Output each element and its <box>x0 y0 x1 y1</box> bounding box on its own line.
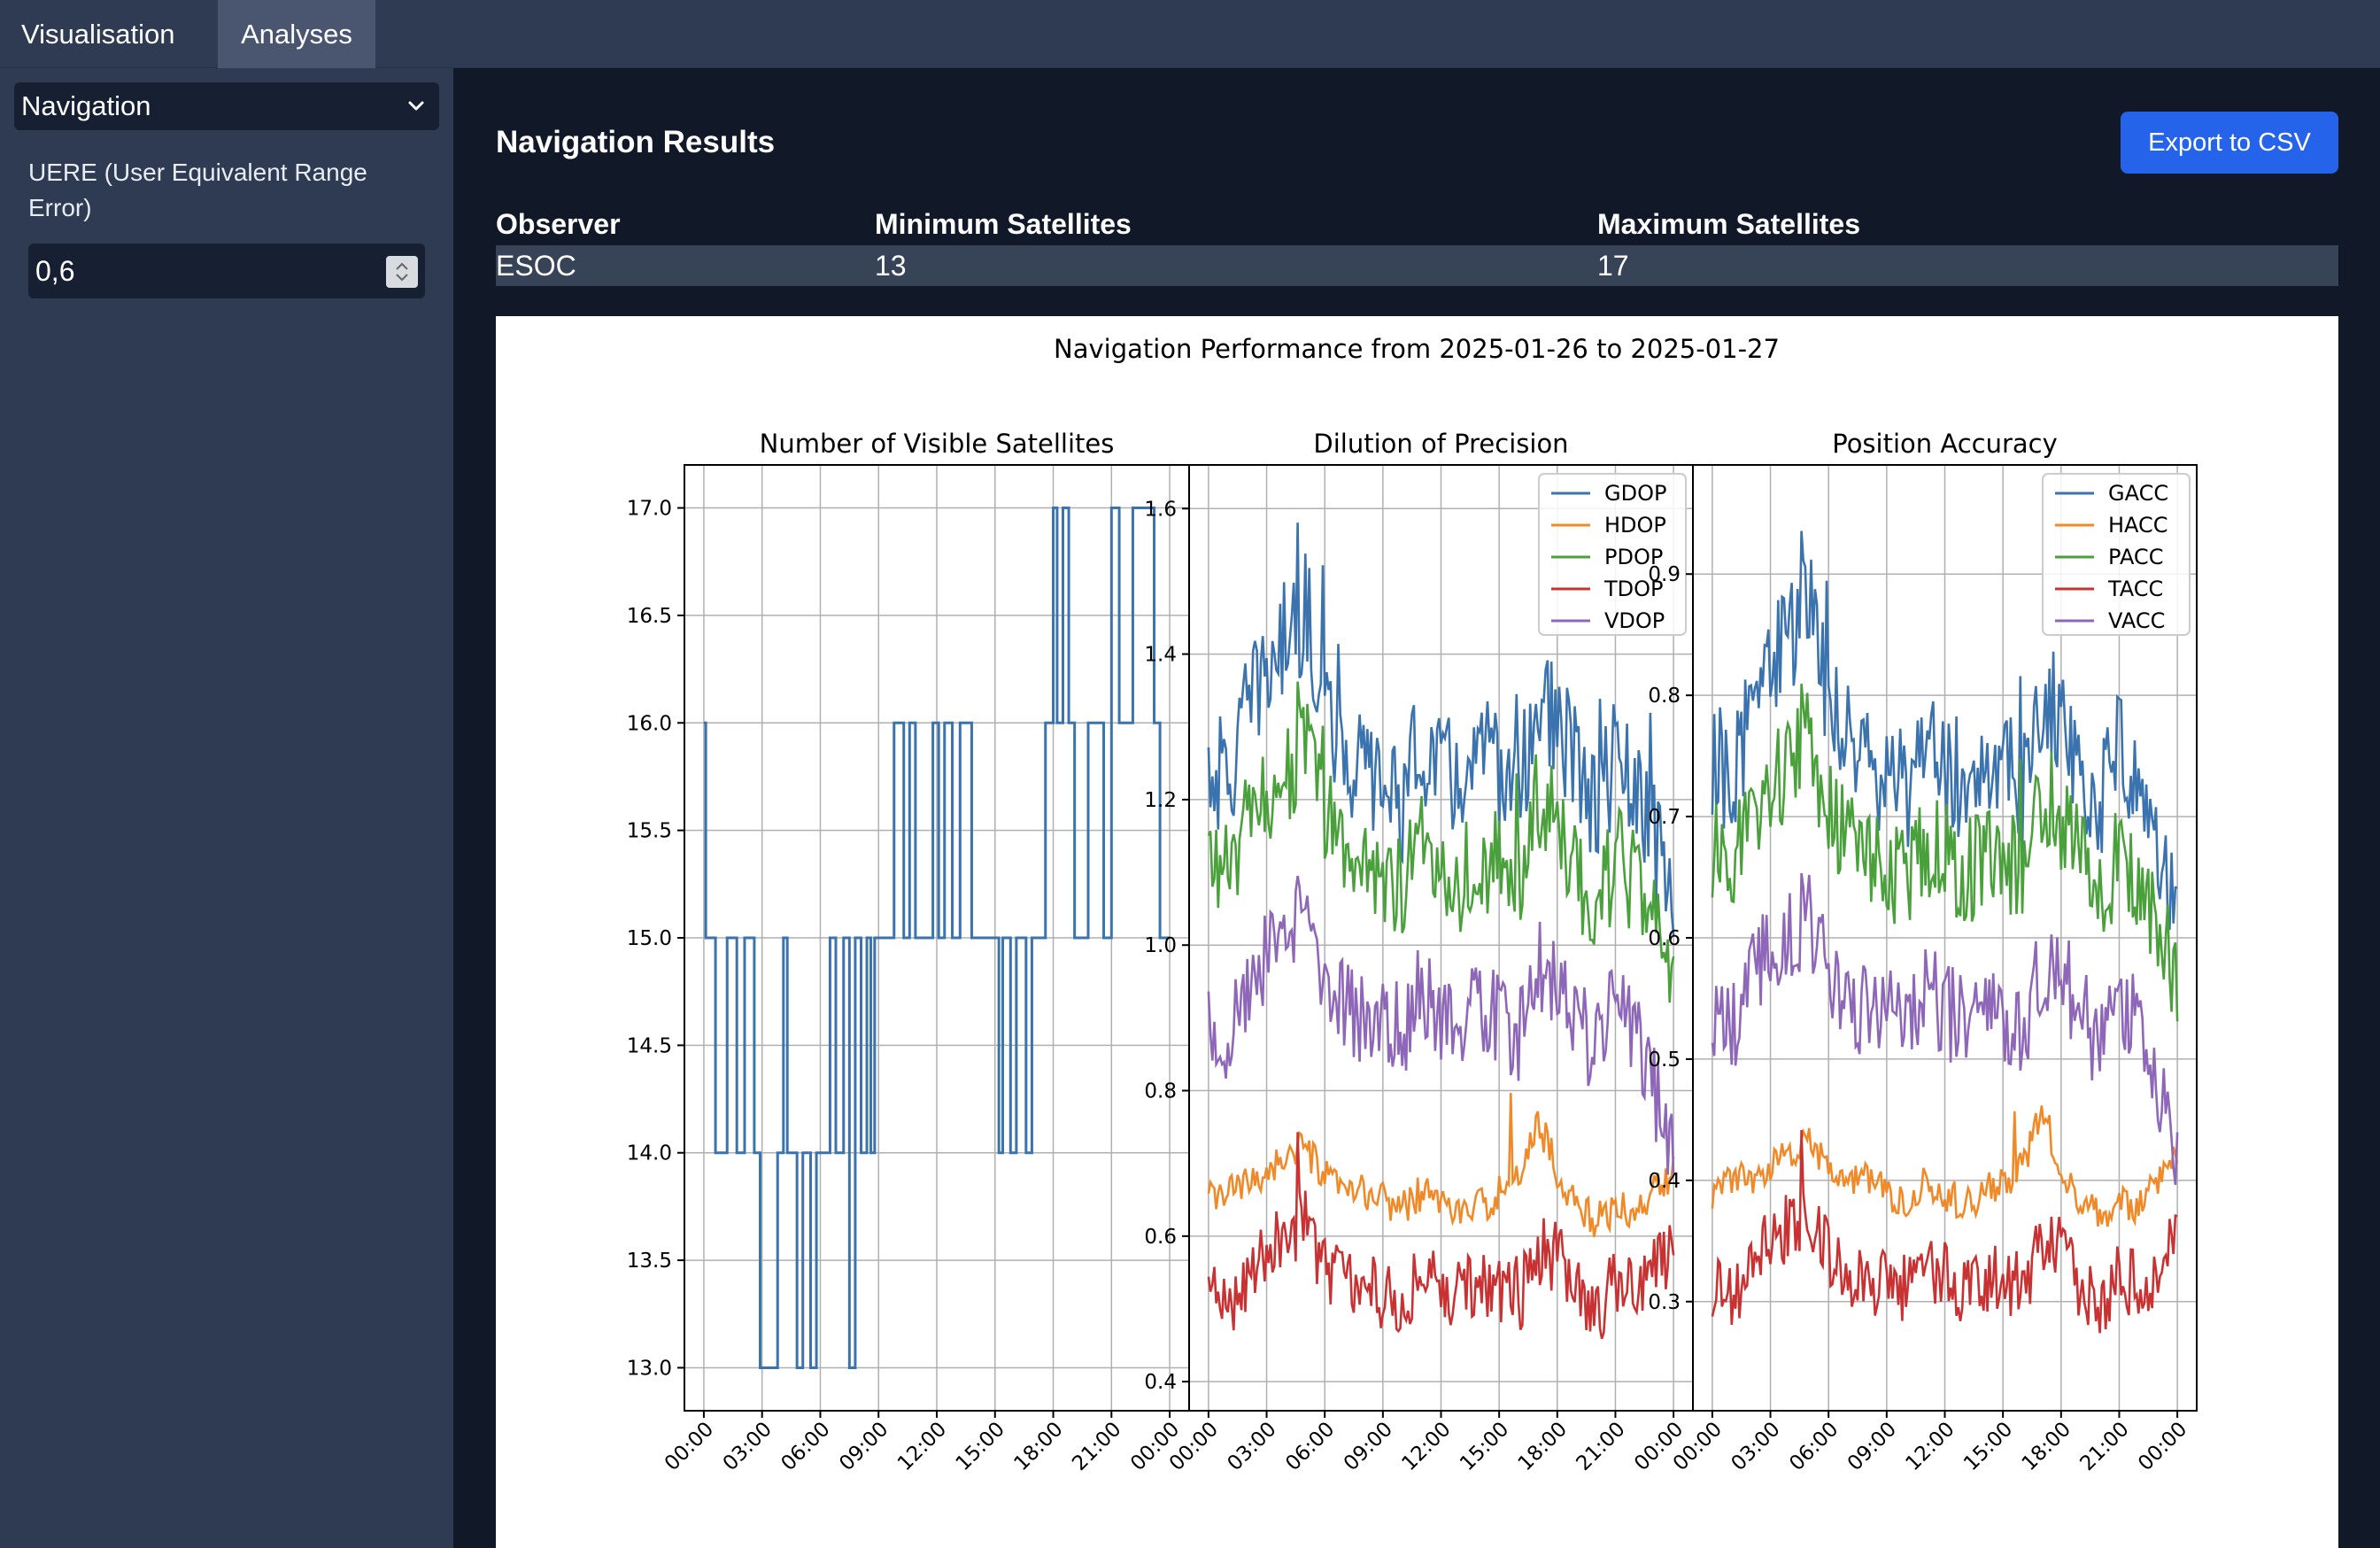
column-header-max-satellites: Maximum Satellites <box>1597 208 1860 240</box>
panel-3-legend-label: VACC <box>2108 608 2165 633</box>
cell-max-satellites: 17 <box>1597 250 1629 282</box>
panel-2-x-tick-label: 15:00 <box>1456 1418 1513 1475</box>
main-panel: Navigation Results Export to CSV Observe… <box>453 68 2380 1548</box>
uere-label: UERE (User Equivalent Range Error) <box>28 159 367 221</box>
panel-1-y-tick-label: 14.0 <box>627 1142 672 1165</box>
panel-2-legend-label: VDOP <box>1604 608 1665 633</box>
page-title: Navigation Results <box>496 125 776 159</box>
navigation-performance-figure: Navigation Performance from 2025-01-26 t… <box>496 316 2338 1548</box>
panel-1-y-tick-label: 13.5 <box>627 1250 672 1273</box>
panel-3-x-tick-label: 09:00 <box>1843 1418 1901 1475</box>
panel-1-x-tick-label: 06:00 <box>777 1418 834 1475</box>
panel-2-y-tick-label: 1.0 <box>1144 934 1177 957</box>
stepper-arrows-icon[interactable] <box>386 256 418 288</box>
panel-3-x-tick-label: 00:00 <box>2134 1418 2191 1475</box>
panel-2-series-hdop-line <box>1207 1093 1675 1238</box>
analysis-type-value: Navigation <box>21 90 151 121</box>
panel-3-x-tick-label: 12:00 <box>1901 1418 1959 1475</box>
panel-1-y-tick-label: 14.5 <box>627 1034 672 1057</box>
panel-3-series-hacc-line <box>1711 1105 2179 1227</box>
panel-1-series-line <box>703 507 1171 1369</box>
panel-2-legend-box <box>1538 473 1687 636</box>
panel-2-y-tick-label: 0.8 <box>1144 1080 1177 1103</box>
panel-3-series-pacc-line <box>1711 683 2179 1022</box>
panel-3-x-tick-label: 15:00 <box>1959 1418 2017 1475</box>
export-csv-button[interactable]: Export to CSV <box>2121 112 2338 174</box>
panel-1-x-tick-label: 18:00 <box>1010 1418 1068 1475</box>
panel-1-x-tick-label: 00:00 <box>661 1418 718 1475</box>
panel-3-legend-label: HACC <box>2108 513 2168 538</box>
panel-2-x-tick-label: 21:00 <box>1572 1418 1629 1475</box>
cell-observer: ESOC <box>496 250 576 282</box>
panel-2-y-tick-label: 1.2 <box>1144 789 1177 812</box>
panel-3-series-tacc-line <box>1711 1129 2178 1334</box>
panel-3-y-tick-label: 0.4 <box>1648 1170 1681 1193</box>
chart-canvas: Navigation Performance from 2025-01-26 t… <box>627 334 2198 1475</box>
panel-1-x-tick-label: 03:00 <box>719 1418 777 1475</box>
panel-1-y-tick-label: 15.0 <box>627 927 672 950</box>
panel-2-legend-label: TDOP <box>1603 577 1664 601</box>
panel-1-x-tick-label: 15:00 <box>952 1418 1009 1475</box>
panel-3-legend-box <box>2042 473 2191 636</box>
column-header-observer: Observer <box>496 208 621 240</box>
uere-input[interactable] <box>28 244 425 298</box>
panel-1-y-tick-label: 16.5 <box>627 605 672 628</box>
panel-3-legend-label: TACC <box>2107 577 2163 601</box>
panel-2-x-tick-label: 03:00 <box>1224 1418 1281 1475</box>
panel-2-legend-label: GDOP <box>1604 481 1666 506</box>
panel-2-x-tick-label: 18:00 <box>1514 1418 1572 1475</box>
panel-2-title: Dilution of Precision <box>1313 429 1568 459</box>
panel-3-y-tick-label: 0.5 <box>1648 1049 1681 1072</box>
chevron-down-icon <box>408 101 424 111</box>
panel-2-y-tick-label: 0.4 <box>1144 1371 1177 1394</box>
panel-3-y-tick-label: 0.8 <box>1648 685 1681 708</box>
panel-1-x-tick-label: 09:00 <box>835 1418 892 1475</box>
panel-2-x-tick-label: 06:00 <box>1281 1418 1339 1475</box>
panel-2-y-tick-label: 1.6 <box>1144 498 1177 521</box>
panel-3-x-tick-label: 06:00 <box>1785 1418 1843 1475</box>
panel-3-x-tick-label: 03:00 <box>1727 1418 1785 1475</box>
panel-1-y-tick-label: 13.0 <box>627 1357 672 1380</box>
cell-min-satellites: 13 <box>875 250 907 282</box>
panel-3-y-tick-label: 0.7 <box>1648 806 1681 829</box>
panel-3-legend-label: GACC <box>2108 481 2168 506</box>
panel-2-y-tick-label: 0.6 <box>1144 1226 1177 1249</box>
panel-2-legend-label: HDOP <box>1604 513 1666 538</box>
panel-2-y-tick-label: 1.4 <box>1144 644 1177 667</box>
panel-1-title: Number of Visible Satellites <box>760 429 1115 459</box>
analysis-type-select[interactable]: Navigation <box>14 82 439 130</box>
tab-visualisation[interactable]: Visualisation <box>21 19 175 50</box>
panel-2-x-tick-label: 12:00 <box>1397 1418 1455 1475</box>
panel-1-x-tick-label: 21:00 <box>1068 1418 1125 1475</box>
panel-2-series-tdop-line <box>1207 1132 1675 1340</box>
panel-3-y-tick-label: 0.3 <box>1648 1291 1681 1314</box>
column-header-min-satellites: Minimum Satellites <box>875 208 1132 240</box>
panel-1-y-tick-label: 15.5 <box>627 820 672 843</box>
panel-3-series-vacc-line <box>1711 872 2179 1186</box>
panel-1-y-tick-label: 17.0 <box>627 498 672 521</box>
top-tab-bar: Visualisation Analyses <box>0 0 2380 68</box>
chart-suptitle: Navigation Performance from 2025-01-26 t… <box>1054 334 1780 364</box>
sidebar: Navigation UERE (User Equivalent Range E… <box>0 68 453 1548</box>
panel-3-series-gacc-line <box>1711 530 2178 930</box>
panel-2-x-tick-label: 09:00 <box>1340 1418 1397 1475</box>
panel-3-x-tick-label: 18:00 <box>2018 1418 2075 1475</box>
panel-1-y-tick-label: 16.0 <box>627 712 672 735</box>
tab-analyses[interactable]: Analyses <box>218 0 375 68</box>
panel-2-series-gdop-line <box>1207 522 1675 936</box>
panel-3-y-tick-label: 0.6 <box>1648 927 1681 950</box>
panel-3-y-tick-label: 0.9 <box>1648 563 1681 586</box>
panel-2-series-vdop-line <box>1207 875 1675 1176</box>
panel-2-series-pdop-line <box>1207 681 1675 1003</box>
panel-2-legend-label: PDOP <box>1604 545 1663 569</box>
panel-3-x-tick-label: 21:00 <box>2075 1418 2133 1475</box>
panel-1-x-tick-label: 12:00 <box>893 1418 951 1475</box>
panel-3-title: Position Accuracy <box>1832 429 2058 459</box>
panel-3-legend-label: PACC <box>2108 545 2163 569</box>
table-row: ESOC 13 17 <box>496 245 2338 286</box>
